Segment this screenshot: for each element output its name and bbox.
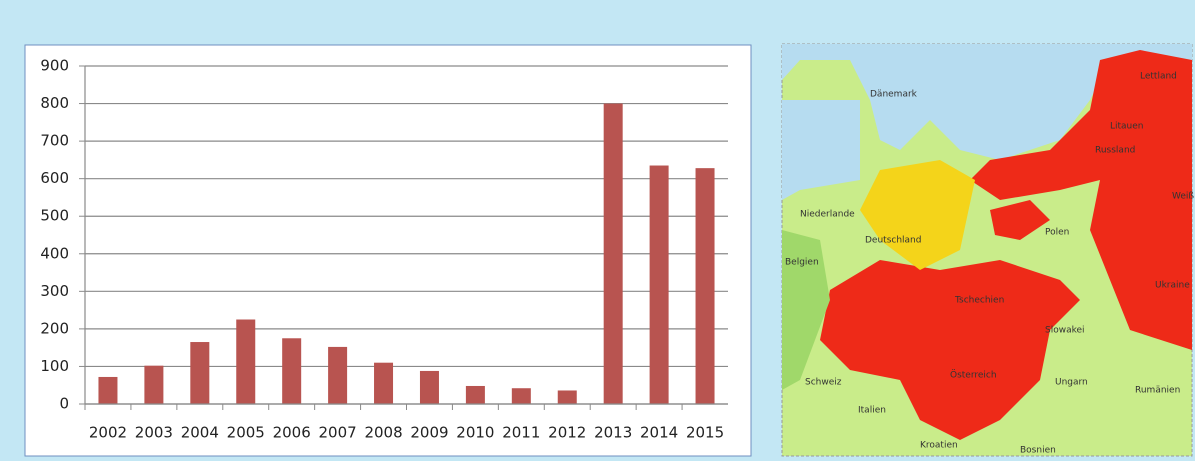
map-label: Schweiz — [805, 378, 842, 388]
bar — [328, 346, 348, 404]
map: Dänemark Lettland Litauen Russland Polen Deut… — [781, 43, 1194, 457]
x-tick-label: 2005 — [227, 424, 265, 442]
y-tick-label: 200 — [40, 319, 69, 337]
map-label: Polen — [1045, 228, 1069, 238]
bar — [419, 370, 439, 404]
x-tick-label: 2009 — [410, 424, 448, 442]
map-region — [970, 50, 1192, 350]
map-label: Litauen — [1110, 122, 1144, 132]
map-label: Deutschland — [865, 236, 921, 246]
map-label: Österreich — [950, 370, 997, 381]
map-label: Niederlande — [800, 210, 855, 220]
map-label: Weiß — [1172, 192, 1194, 202]
x-tick-label: 2012 — [548, 424, 586, 442]
bar — [98, 376, 118, 404]
x-tick-label: 2011 — [502, 424, 540, 442]
map-label: Slowakei — [1045, 326, 1085, 336]
y-tick-label: 600 — [40, 169, 69, 187]
x-tick-label: 2007 — [319, 424, 357, 442]
map-label: Dänemark — [870, 90, 918, 100]
y-tick-label: 800 — [40, 94, 69, 112]
map-label: Bosnien — [1020, 446, 1056, 456]
map-label: Lettland — [1140, 72, 1177, 82]
x-tick-label: 2015 — [686, 424, 724, 442]
x-tick-label: 2010 — [456, 424, 494, 442]
x-tick-label: 2008 — [364, 424, 402, 442]
map-label: Rumänien — [1135, 386, 1180, 396]
map-region — [990, 200, 1050, 240]
bar — [374, 362, 394, 404]
y-tick-label: 400 — [40, 244, 69, 262]
x-tick-label: 2004 — [181, 424, 219, 442]
y-tick-label: 500 — [40, 207, 69, 225]
y-tick-label: 0 — [59, 395, 69, 413]
bar — [190, 342, 210, 404]
y-tick-label: 700 — [40, 132, 69, 150]
map-region — [782, 230, 830, 390]
x-tick-label: 2013 — [594, 424, 632, 442]
map-sea — [782, 44, 1192, 160]
x-tick-label: 2002 — [89, 424, 127, 442]
y-tick-label: 100 — [40, 357, 69, 375]
map-label: Belgien — [785, 258, 819, 268]
x-tick-label: 2014 — [640, 424, 678, 442]
y-tick-label: 900 — [40, 57, 69, 75]
map-label: Ungarn — [1055, 378, 1088, 388]
map-label: Tschechien — [954, 296, 1004, 306]
map-label: Italien — [858, 406, 886, 416]
map-region — [820, 260, 1080, 440]
map-region — [860, 160, 975, 270]
map-sea — [782, 100, 860, 200]
x-tick-label: 2006 — [273, 424, 311, 442]
map-label: Ukraine — [1155, 281, 1190, 291]
y-tick-label: 300 — [40, 282, 69, 300]
bar — [557, 390, 577, 404]
bar — [511, 388, 531, 404]
map-label: Kroatien — [920, 441, 958, 451]
bar — [236, 319, 256, 404]
bar — [144, 365, 164, 404]
map-label: Russland — [1095, 146, 1135, 156]
bar — [603, 103, 623, 405]
bar — [465, 385, 485, 404]
bar — [695, 168, 715, 404]
bar — [649, 165, 669, 404]
x-tick-label: 2003 — [135, 424, 173, 442]
bar — [282, 338, 302, 404]
